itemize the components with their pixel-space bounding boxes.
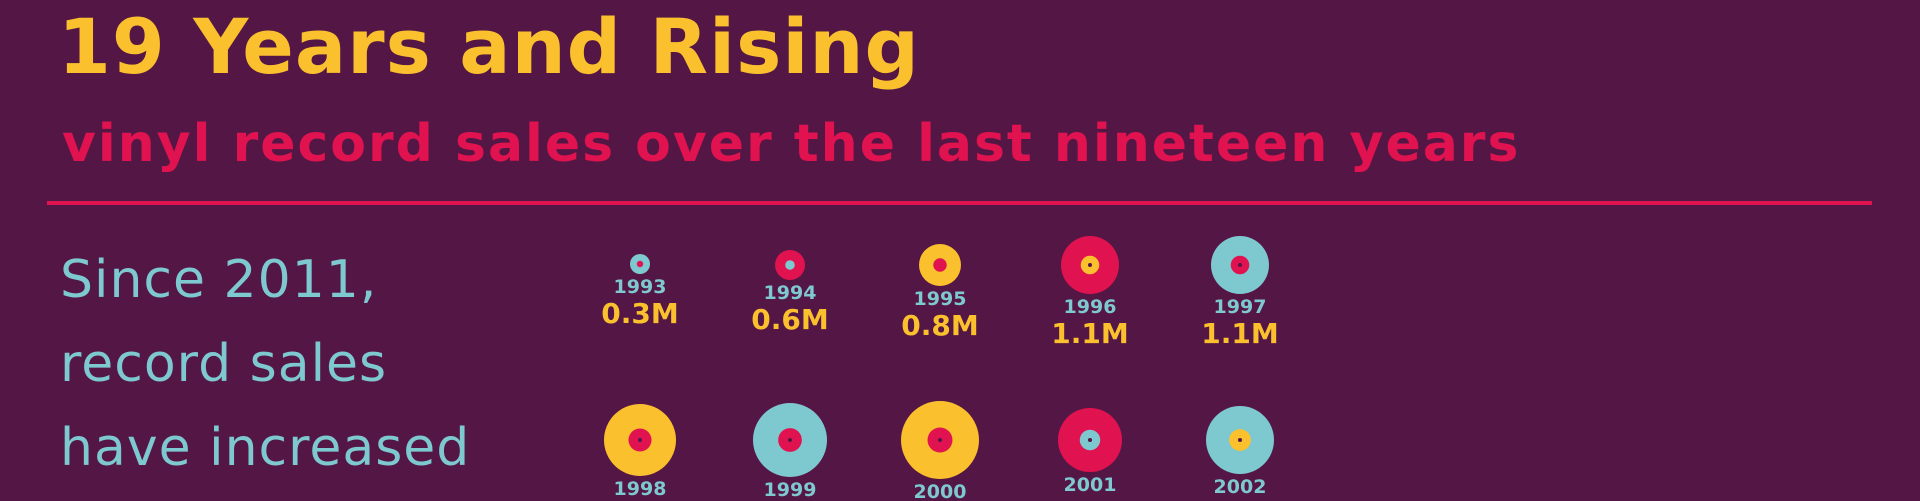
- vinyl-1998: 1998: [604, 404, 676, 500]
- value-label-1997: 1.1M: [1201, 317, 1278, 350]
- vinyl-1999: 1999: [753, 403, 827, 501]
- page-title: 19 Years and Rising: [58, 2, 920, 91]
- vinyl-2000: 2000: [901, 401, 979, 501]
- year-label-1997: 1997: [1214, 296, 1267, 318]
- vinyl-hole-2001: [1088, 438, 1092, 442]
- title-divider: [47, 201, 1872, 205]
- year-label-1998: 1998: [614, 478, 667, 500]
- vinyl-center-1993: [636, 260, 644, 268]
- year-label-2002: 2002: [1214, 476, 1267, 498]
- value-label-1994: 0.6M: [751, 303, 828, 336]
- vinyl-hole-1999: [788, 438, 792, 442]
- year-label-1996: 1996: [1064, 296, 1117, 318]
- value-label-1996: 1.1M: [1051, 317, 1128, 350]
- year-label-1994: 1994: [764, 282, 817, 304]
- year-label-1999: 1999: [764, 479, 817, 501]
- vinyl-center-1994: [785, 260, 795, 270]
- value-label-1995: 0.8M: [901, 309, 978, 342]
- vinyl-2002: 2002: [1206, 406, 1274, 498]
- vinyl-hole-2002: [1238, 438, 1242, 442]
- year-label-2001: 2001: [1064, 474, 1117, 496]
- vinyl-hole-1996: [1088, 263, 1092, 267]
- year-label-2000: 2000: [914, 481, 967, 501]
- year-label-1995: 1995: [914, 288, 967, 310]
- page-subtitle: vinyl record sales over the last ninetee…: [62, 114, 1521, 174]
- year-label-1993: 1993: [614, 276, 667, 298]
- vinyl-center-1995: [933, 258, 947, 272]
- lede-text: Since 2011, record sales have increased: [60, 250, 471, 478]
- vinyl-hole-1998: [638, 438, 642, 442]
- vinyl-hole-2000: [938, 438, 942, 442]
- vinyl-2001: 2001: [1058, 408, 1122, 496]
- vinyl-hole-1997: [1238, 263, 1242, 267]
- value-label-1993: 0.3M: [601, 297, 678, 330]
